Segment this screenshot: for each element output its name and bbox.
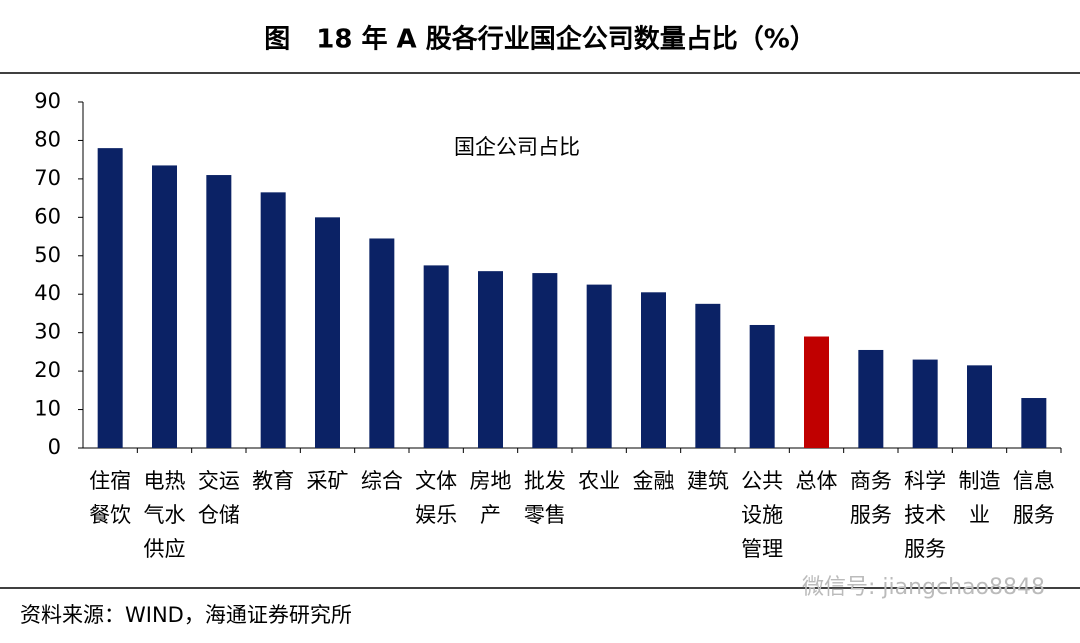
y-tick-label: 70 (34, 166, 61, 190)
x-tick-label: 综合 (361, 469, 403, 493)
bar (749, 324, 775, 448)
x-tick-label: 农业 (578, 469, 620, 493)
bar (641, 292, 666, 448)
bar (315, 217, 340, 448)
x-tick-label: 交运仓储 (198, 469, 240, 527)
bar (423, 265, 449, 448)
bar (912, 359, 938, 448)
x-tick-label: 住宿餐饮 (89, 469, 131, 527)
x-tick-label: 房地产 (470, 469, 512, 527)
bar (478, 271, 503, 448)
x-tick-label: 采矿 (307, 469, 349, 493)
x-tick-label: 电热气水供应 (144, 469, 186, 561)
bar (586, 284, 612, 448)
bar (97, 148, 123, 448)
bar (695, 303, 721, 448)
bar (967, 365, 992, 448)
y-tick-label: 30 (34, 320, 61, 344)
x-tick-label: 总体 (796, 469, 838, 493)
bar (260, 192, 286, 448)
y-tick-label: 0 (48, 435, 61, 459)
bar (1021, 398, 1047, 448)
x-tick-label: 教育 (252, 469, 294, 493)
bar (206, 175, 232, 449)
x-tick-label: 科学技术服务 (904, 469, 946, 561)
x-tick-label: 建筑 (687, 469, 729, 493)
x-tick-label: 商务服务 (850, 469, 892, 527)
bar (152, 165, 177, 448)
y-tick-label: 10 (34, 397, 61, 421)
y-tick-label: 60 (34, 204, 61, 228)
y-tick-label: 80 (34, 127, 61, 151)
x-tick-label: 制造业 (959, 469, 1001, 527)
bar (369, 238, 395, 448)
x-tick-label: 金融 (633, 469, 675, 493)
bar (858, 349, 884, 448)
x-tick-label: 公共设施管理 (741, 469, 783, 561)
y-tick-label: 90 (34, 89, 61, 113)
legend-label: 国企公司占比 (454, 135, 580, 159)
y-tick-label: 40 (34, 281, 61, 305)
bar (532, 273, 558, 448)
x-tick-label: 信息服务 (1013, 469, 1055, 527)
y-tick-label: 20 (34, 358, 61, 382)
watermark: 微信号: jiangchao8848 (802, 575, 1045, 600)
y-tick-label: 50 (34, 243, 61, 267)
x-tick-label: 文体娱乐 (415, 469, 457, 527)
bar (804, 336, 829, 448)
source-note: 资料来源：WIND，海通证券研究所 (20, 603, 352, 627)
chart-title: 图 18 年 A 股各行业国企公司数量占比（%） (264, 24, 816, 55)
x-tick-label: 批发零售 (524, 469, 566, 527)
